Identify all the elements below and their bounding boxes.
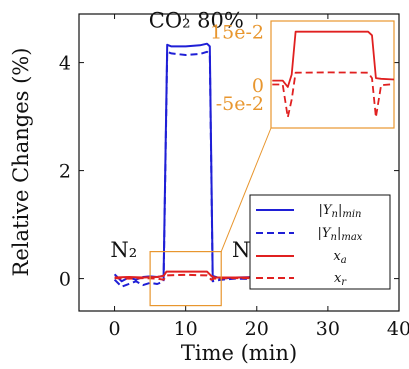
inset-series-0 (272, 30, 394, 88)
x-tick-label: 10 (174, 318, 198, 340)
inset-y-ticks: 15e-2 0-5e-2 (210, 22, 264, 115)
legend-label-main: |Y (319, 203, 333, 218)
y-axis-label: Relative Changes (%) (9, 48, 33, 277)
inset-y-tick-label: -5e-2 (216, 93, 264, 115)
x-tick-label: 30 (316, 318, 340, 340)
inset-series-group (272, 30, 394, 119)
zoom-connector-line (220, 127, 272, 252)
legend-label-main: x (334, 271, 342, 286)
legend-label: xa (333, 249, 346, 266)
x-tick-label: 40 (387, 318, 409, 340)
legend-label-main: x (333, 249, 341, 264)
x-tick-label: 20 (245, 318, 269, 340)
annotation-label: N₂ (110, 238, 137, 262)
x-axis-label: Time (min) (181, 341, 297, 365)
legend-label: xr (334, 271, 347, 288)
main-series-3 (114, 273, 271, 281)
annotation-label: CO₂ 80% (149, 9, 244, 33)
y-tick-label: 4 (59, 53, 71, 75)
inset-y-tick-label: 0 (252, 75, 264, 97)
legend-label-sub: a (341, 255, 347, 266)
y-tick-label: 0 (59, 269, 71, 291)
legend-label: |Yn|min (319, 203, 362, 220)
zoom-region-box (149, 251, 222, 307)
legend-label-sub2: max (341, 232, 362, 243)
legend-label-bar: | (337, 226, 341, 241)
legend-label-main: |Y (318, 226, 332, 241)
plot-frame (78, 13, 400, 312)
legend-label-sub: n (332, 209, 338, 220)
x-tick-label: 0 (109, 318, 121, 340)
legend-label-sub: r (341, 277, 347, 288)
legend-label-sub2: min (342, 209, 361, 220)
legend-label-bar: | (338, 203, 342, 218)
inset-series-1 (272, 71, 394, 119)
y-axis-ticks: 0 2 4 (59, 53, 399, 291)
x-axis-ticks: 0 10 20 30 40 (109, 14, 409, 340)
legend-label: |Yn|max (318, 226, 363, 243)
y-tick-label: 2 (59, 161, 71, 183)
annotations: CO₂ 80%N₂ N₂ (110, 9, 258, 263)
legend-label-sub: n (331, 232, 337, 243)
inset-y-tick-label: 15e-2 (210, 22, 264, 44)
